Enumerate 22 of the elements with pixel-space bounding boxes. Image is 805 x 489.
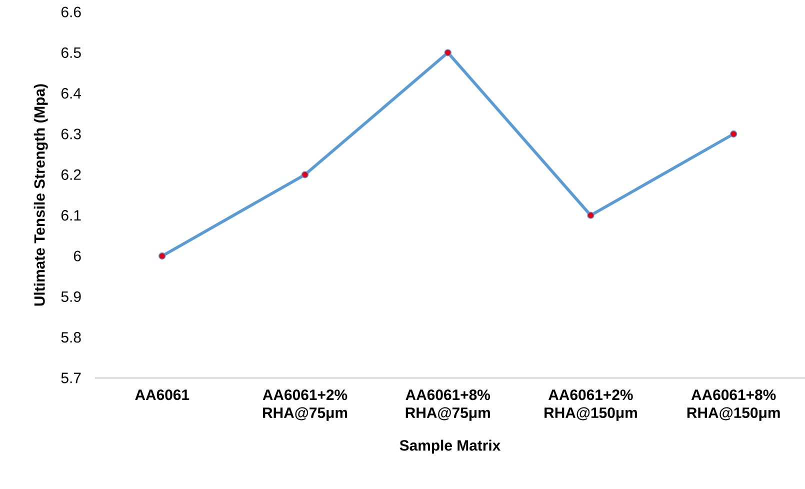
point xyxy=(158,252,166,260)
y-tick-label: 6.6 xyxy=(61,6,81,18)
point xyxy=(301,171,309,178)
y-tick-label: 6.5 xyxy=(61,47,81,58)
x-tick-label: AA6061+8% RHA@150μm xyxy=(687,390,780,421)
x-tick-label: AA6061+8% RHA@75μm xyxy=(406,390,490,421)
y-tick-label: 6 xyxy=(74,250,81,262)
point xyxy=(444,49,452,56)
y-tick-label: 6.4 xyxy=(61,88,82,99)
point xyxy=(730,130,738,138)
y-tick-label: 6.1 xyxy=(61,210,81,221)
x-tick-label: AA6061+2% RHA@150μm xyxy=(544,390,637,421)
y-tick-label: 6.2 xyxy=(61,169,81,180)
y-tick-label: 6.3 xyxy=(61,128,81,140)
x-tick-label: AA6061 xyxy=(135,390,190,400)
y-axis-title: Ultimate Tensile Strength (Mpa) xyxy=(34,84,48,306)
point xyxy=(587,212,594,219)
x-tick-label: AA6061+2% RHA@75μm xyxy=(262,390,348,421)
x-axis-title: Sample Matrix xyxy=(400,440,501,454)
y-tick-label: 5.9 xyxy=(61,291,81,302)
y-tick-label: 5.8 xyxy=(61,332,81,343)
y-tick-label: 5.7 xyxy=(61,372,81,384)
